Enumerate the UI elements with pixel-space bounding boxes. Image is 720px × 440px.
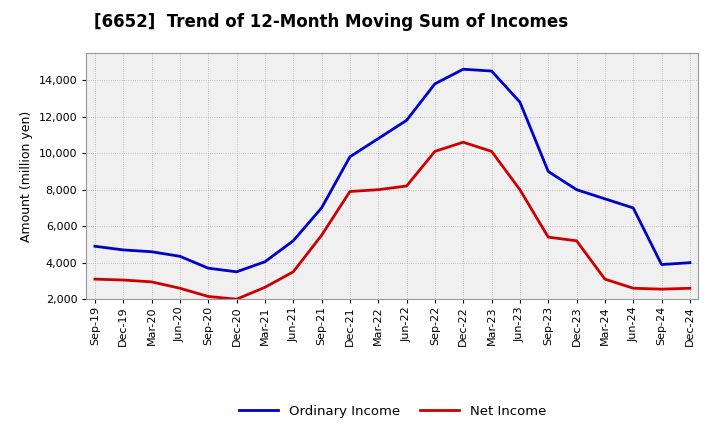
Ordinary Income [204, 265, 212, 271]
Ordinary Income [346, 154, 354, 159]
Net Income [629, 286, 637, 291]
Ordinary Income [657, 262, 666, 267]
Net Income [657, 286, 666, 292]
Line: Net Income: Net Income [95, 142, 690, 299]
Ordinary Income [459, 66, 467, 72]
Net Income [487, 149, 496, 154]
Net Income [289, 269, 297, 275]
Ordinary Income [233, 269, 241, 275]
Net Income [148, 279, 156, 285]
Ordinary Income [318, 205, 326, 211]
Ordinary Income [685, 260, 694, 265]
Ordinary Income [544, 169, 552, 174]
Net Income [516, 187, 524, 192]
Net Income [119, 277, 127, 282]
Net Income [431, 149, 439, 154]
Net Income [346, 189, 354, 194]
Net Income [600, 276, 609, 282]
Ordinary Income [402, 117, 411, 123]
Net Income [402, 183, 411, 189]
Net Income [91, 276, 99, 282]
Ordinary Income [91, 244, 99, 249]
Ordinary Income [374, 136, 382, 141]
Net Income [685, 286, 694, 291]
Ordinary Income [119, 247, 127, 253]
Ordinary Income [572, 187, 581, 192]
Text: [6652]  Trend of 12-Month Moving Sum of Incomes: [6652] Trend of 12-Month Moving Sum of I… [94, 13, 568, 31]
Ordinary Income [148, 249, 156, 254]
Net Income [204, 294, 212, 299]
Net Income [544, 235, 552, 240]
Ordinary Income [176, 254, 184, 259]
Ordinary Income [629, 205, 637, 211]
Y-axis label: Amount (million yen): Amount (million yen) [20, 110, 33, 242]
Net Income [459, 139, 467, 145]
Net Income [261, 285, 269, 290]
Ordinary Income [431, 81, 439, 87]
Net Income [176, 286, 184, 291]
Ordinary Income [516, 99, 524, 105]
Ordinary Income [261, 259, 269, 264]
Ordinary Income [289, 238, 297, 243]
Net Income [374, 187, 382, 192]
Ordinary Income [600, 196, 609, 202]
Line: Ordinary Income: Ordinary Income [95, 69, 690, 272]
Net Income [318, 233, 326, 238]
Net Income [572, 238, 581, 243]
Net Income [233, 297, 241, 302]
Ordinary Income [487, 68, 496, 73]
Legend: Ordinary Income, Net Income: Ordinary Income, Net Income [233, 400, 552, 423]
